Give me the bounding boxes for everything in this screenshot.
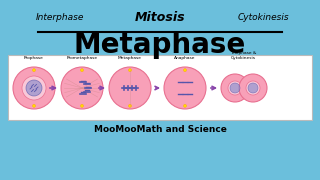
Circle shape [13,67,55,109]
Circle shape [221,74,249,102]
Text: MooMooMath and Science: MooMooMath and Science [93,125,227,134]
Circle shape [183,104,187,107]
Circle shape [26,80,42,96]
FancyBboxPatch shape [8,55,312,120]
Text: Prophase: Prophase [24,56,44,60]
Circle shape [81,69,84,72]
Circle shape [248,83,258,93]
Text: Metaphase: Metaphase [74,31,246,59]
Circle shape [129,104,132,107]
Circle shape [129,69,132,72]
Text: Prometaphase: Prometaphase [67,56,98,60]
Circle shape [183,69,187,72]
Text: Metaphase: Metaphase [118,56,142,60]
Text: Cytokinesis: Cytokinesis [237,12,289,21]
Circle shape [22,76,46,100]
Circle shape [109,67,151,109]
Circle shape [228,81,242,95]
Circle shape [164,67,206,109]
Circle shape [33,104,36,107]
Text: Anaphase: Anaphase [174,56,196,60]
Circle shape [33,69,36,72]
Text: Mitosis: Mitosis [135,10,185,24]
Circle shape [239,74,267,102]
Text: Interphase: Interphase [36,12,84,21]
Circle shape [246,81,260,95]
Circle shape [61,67,103,109]
Circle shape [230,83,240,93]
Circle shape [81,104,84,107]
Text: Telophase &
Cytokinesis: Telophase & Cytokinesis [230,51,256,60]
